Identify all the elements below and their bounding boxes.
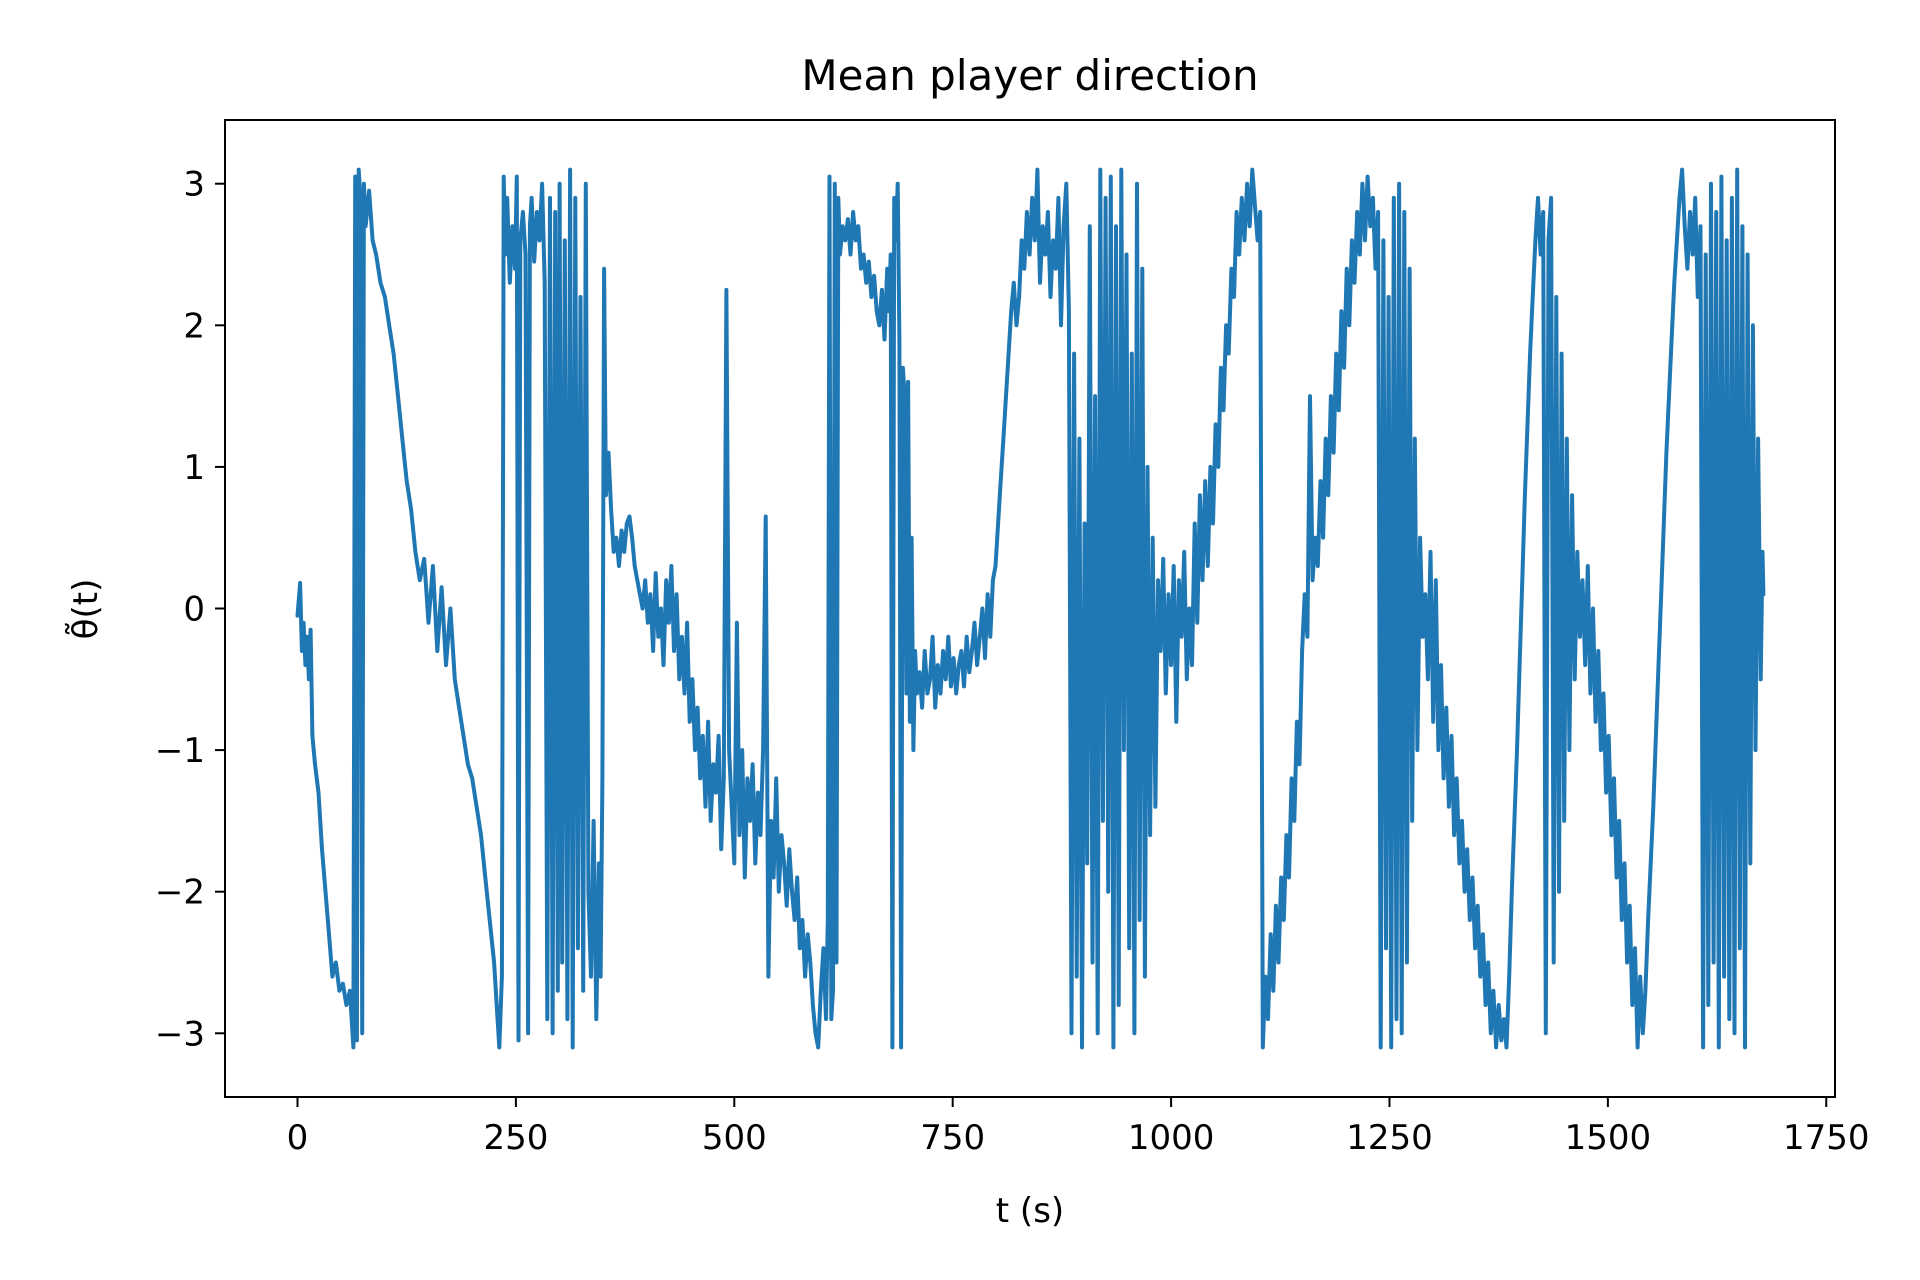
series-line <box>295 167 1766 1050</box>
y-tick-label: 2 <box>183 306 205 346</box>
x-tick-label: 1500 <box>1565 1118 1652 1158</box>
y-axis: −3 −2 −1 0 1 2 3 <box>155 165 225 1054</box>
y-tick-label: 3 <box>183 165 205 205</box>
x-axis: 0 250 500 750 1000 1250 1500 1750 <box>287 1097 1870 1158</box>
x-tick-label: 0 <box>287 1118 309 1158</box>
x-tick-label: 1750 <box>1783 1118 1870 1158</box>
y-axis-title: θ̃(t) <box>64 579 106 640</box>
plot-area <box>295 167 1766 1050</box>
x-tick-label: 1000 <box>1128 1118 1215 1158</box>
y-tick-label: −1 <box>155 731 205 771</box>
y-tick-label: −2 <box>155 873 205 913</box>
x-tick-label: 500 <box>702 1118 767 1158</box>
x-tick-label: 1250 <box>1346 1118 1433 1158</box>
x-axis-title: t (s) <box>996 1191 1064 1231</box>
chart-title: Mean player direction <box>801 51 1258 100</box>
y-tick-label: −3 <box>155 1014 205 1054</box>
y-tick-label: 1 <box>183 448 205 488</box>
y-tick-label: 0 <box>183 590 205 630</box>
x-tick-label: 250 <box>483 1118 548 1158</box>
x-tick-label: 750 <box>920 1118 985 1158</box>
